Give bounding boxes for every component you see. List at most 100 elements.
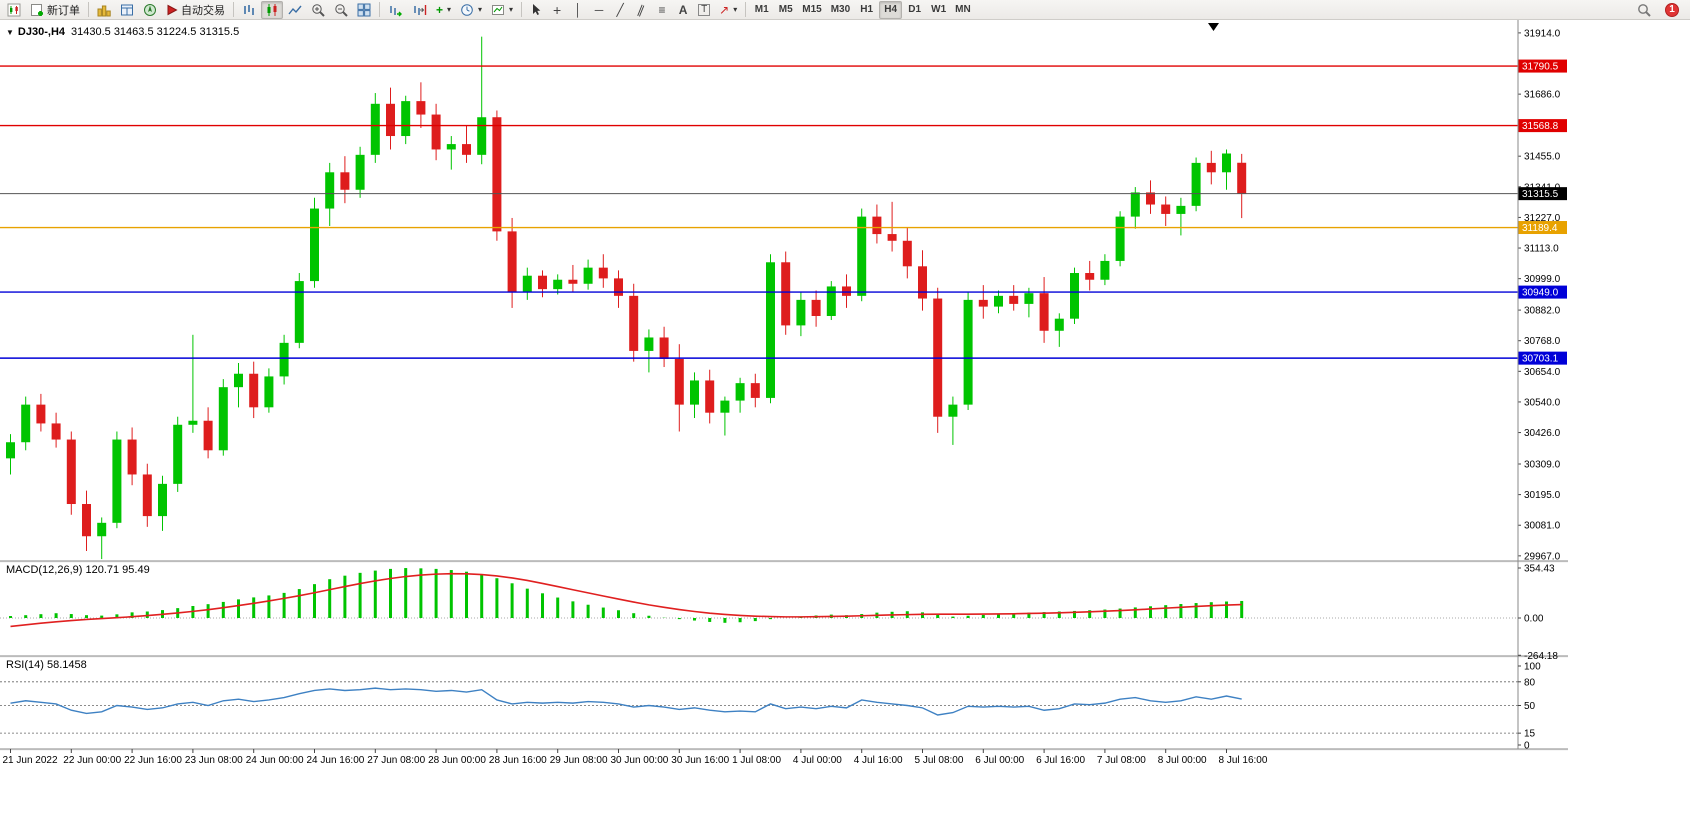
text-tool-icon: A — [678, 2, 688, 17]
timeframe-d1-button[interactable]: D1 — [903, 1, 926, 19]
dropdown-arrow-icon: ▾ — [447, 5, 452, 14]
svg-text:8 Jul 16:00: 8 Jul 16:00 — [1219, 755, 1268, 766]
dropdown-arrow-icon: ▾ — [478, 5, 483, 14]
candlestick-chart-icon — [267, 3, 277, 16]
horizontal-line-tool-button[interactable]: ─ — [589, 1, 609, 19]
svg-text:31227.0: 31227.0 — [1524, 213, 1561, 224]
svg-text:30949.0: 30949.0 — [1522, 288, 1559, 299]
timeframe-w1-button[interactable]: W1 — [927, 1, 950, 19]
svg-text:30882.0: 30882.0 — [1524, 306, 1561, 317]
crosshair-tool-button[interactable]: + — [547, 1, 567, 19]
toolbar-separator — [88, 2, 89, 17]
svg-text:21 Jun 2022: 21 Jun 2022 — [3, 755, 58, 766]
zoom-out-icon — [335, 3, 348, 17]
timeframe-h1-button[interactable]: H1 — [855, 1, 878, 19]
add-indicator-icon: + — [436, 2, 444, 17]
chart-canvas[interactable]: 31790.5 31568.8 31315.5 31189.4 30949.0 30703… — [0, 20, 1568, 770]
line-chart-button[interactable] — [284, 1, 306, 19]
svg-text:30654.0: 30654.0 — [1524, 367, 1561, 378]
svg-text:30540.0: 30540.0 — [1524, 397, 1561, 408]
cursor-tool-button[interactable] — [526, 1, 546, 19]
tile-windows-icon — [357, 3, 371, 16]
text-tool-button[interactable]: A — [673, 1, 693, 19]
data-window-icon — [121, 4, 133, 15]
chart-window[interactable]: 31790.5 31568.8 31315.5 31189.4 30949.0 30703… — [0, 20, 1568, 770]
data-window-button[interactable] — [116, 1, 138, 19]
candlestick-chart-button[interactable] — [261, 0, 283, 19]
chart-shift-icon — [414, 4, 427, 15]
svg-text:28 Jun 16:00: 28 Jun 16:00 — [489, 755, 547, 766]
vertical-line-tool-button[interactable]: │ — [568, 1, 588, 19]
svg-text:80: 80 — [1524, 677, 1536, 688]
svg-text:30426.0: 30426.0 — [1524, 428, 1561, 439]
trendline-icon: ╱ — [616, 2, 624, 17]
svg-text:30999.0: 30999.0 — [1524, 274, 1561, 285]
text-label-icon: T — [698, 3, 711, 16]
navigator-button[interactable] — [139, 1, 161, 19]
search-button[interactable] — [1633, 1, 1655, 19]
dropdown-arrow-icon: ▾ — [733, 5, 738, 14]
svg-text:0.00: 0.00 — [1524, 614, 1544, 625]
svg-text:50: 50 — [1524, 701, 1536, 712]
channel-tool-button[interactable]: ∥ — [631, 1, 651, 19]
svg-text:100: 100 — [1524, 662, 1541, 673]
svg-text:4 Jul 16:00: 4 Jul 16:00 — [854, 755, 903, 766]
timeframe-m5-button[interactable]: M5 — [774, 1, 797, 19]
svg-text:1 Jul 08:00: 1 Jul 08:00 — [732, 755, 781, 766]
timeframe-m15-button[interactable]: M15 — [798, 1, 825, 19]
svg-text:7 Jul 08:00: 7 Jul 08:00 — [1097, 755, 1146, 766]
periods-button[interactable]: ▾ — [456, 1, 486, 19]
svg-text:29967.0: 29967.0 — [1524, 551, 1561, 562]
template-icon — [492, 4, 505, 15]
svg-text:30 Jun 16:00: 30 Jun 16:00 — [671, 755, 729, 766]
svg-text:30195.0: 30195.0 — [1524, 490, 1561, 501]
crosshair-icon: + — [552, 1, 562, 18]
app-window-button[interactable] — [3, 1, 25, 19]
main-toolbar: 新订单 自动交易 — [0, 0, 1690, 20]
autotrade-button[interactable]: 自动交易 — [162, 1, 229, 19]
indicators-button[interactable]: + ▾ — [432, 1, 455, 19]
vertical-line-icon: │ — [574, 2, 582, 17]
new-order-label: 新订单 — [47, 4, 80, 17]
svg-text:31568.8: 31568.8 — [1522, 121, 1559, 132]
channel-icon: ∥ — [635, 1, 647, 18]
svg-text:22 Jun 00:00: 22 Jun 00:00 — [63, 755, 121, 766]
bar-chart-button[interactable] — [238, 1, 260, 19]
clock-icon — [461, 3, 473, 16]
zoom-out-button[interactable] — [330, 1, 352, 19]
svg-text:30309.0: 30309.0 — [1524, 459, 1561, 470]
svg-text:8 Jul 00:00: 8 Jul 00:00 — [1158, 755, 1207, 766]
new-order-button[interactable]: 新订单 — [26, 1, 84, 19]
svg-text:31790.5: 31790.5 — [1522, 62, 1559, 73]
timeframe-m1-button[interactable]: M1 — [750, 1, 773, 19]
svg-text:31189.4: 31189.4 — [1522, 223, 1558, 234]
timeframe-m30-button[interactable]: M30 — [827, 1, 854, 19]
svg-text:31455.0: 31455.0 — [1524, 152, 1561, 163]
svg-text:28 Jun 00:00: 28 Jun 00:00 — [428, 755, 486, 766]
chart-window-icon — [7, 3, 21, 16]
svg-text:15: 15 — [1524, 729, 1536, 740]
svg-text:23 Jun 08:00: 23 Jun 08:00 — [185, 755, 243, 766]
svg-text:22 Jun 16:00: 22 Jun 16:00 — [124, 755, 182, 766]
zoom-in-button[interactable] — [307, 1, 329, 19]
svg-text:6 Jul 16:00: 6 Jul 16:00 — [1036, 755, 1085, 766]
zoom-in-icon — [312, 3, 325, 17]
autotrade-label: 自动交易 — [181, 4, 225, 17]
auto-scroll-button[interactable] — [384, 1, 407, 19]
toolbar-separator — [521, 2, 523, 17]
fibonacci-tool-button[interactable]: ≡ — [652, 1, 672, 19]
market-watch-icon — [97, 5, 111, 16]
trendline-tool-button[interactable]: ╱ — [610, 1, 630, 19]
new-order-icon — [31, 3, 43, 16]
svg-text:30081.0: 30081.0 — [1524, 521, 1561, 532]
toolbar-separator — [379, 2, 380, 17]
tile-windows-button[interactable] — [353, 1, 375, 19]
arrows-tool-button[interactable]: ↗ ▾ — [715, 1, 741, 19]
chart-shift-button[interactable] — [408, 1, 431, 19]
templates-button[interactable]: ▾ — [487, 1, 517, 19]
market-watch-button[interactable] — [93, 1, 115, 19]
text-label-tool-button[interactable]: T — [694, 1, 714, 19]
timeframe-mn-button[interactable]: MN — [951, 1, 975, 19]
timeframe-h4-button[interactable]: H4 — [879, 0, 903, 19]
notification-badge[interactable]: 1 — [1665, 2, 1679, 17]
